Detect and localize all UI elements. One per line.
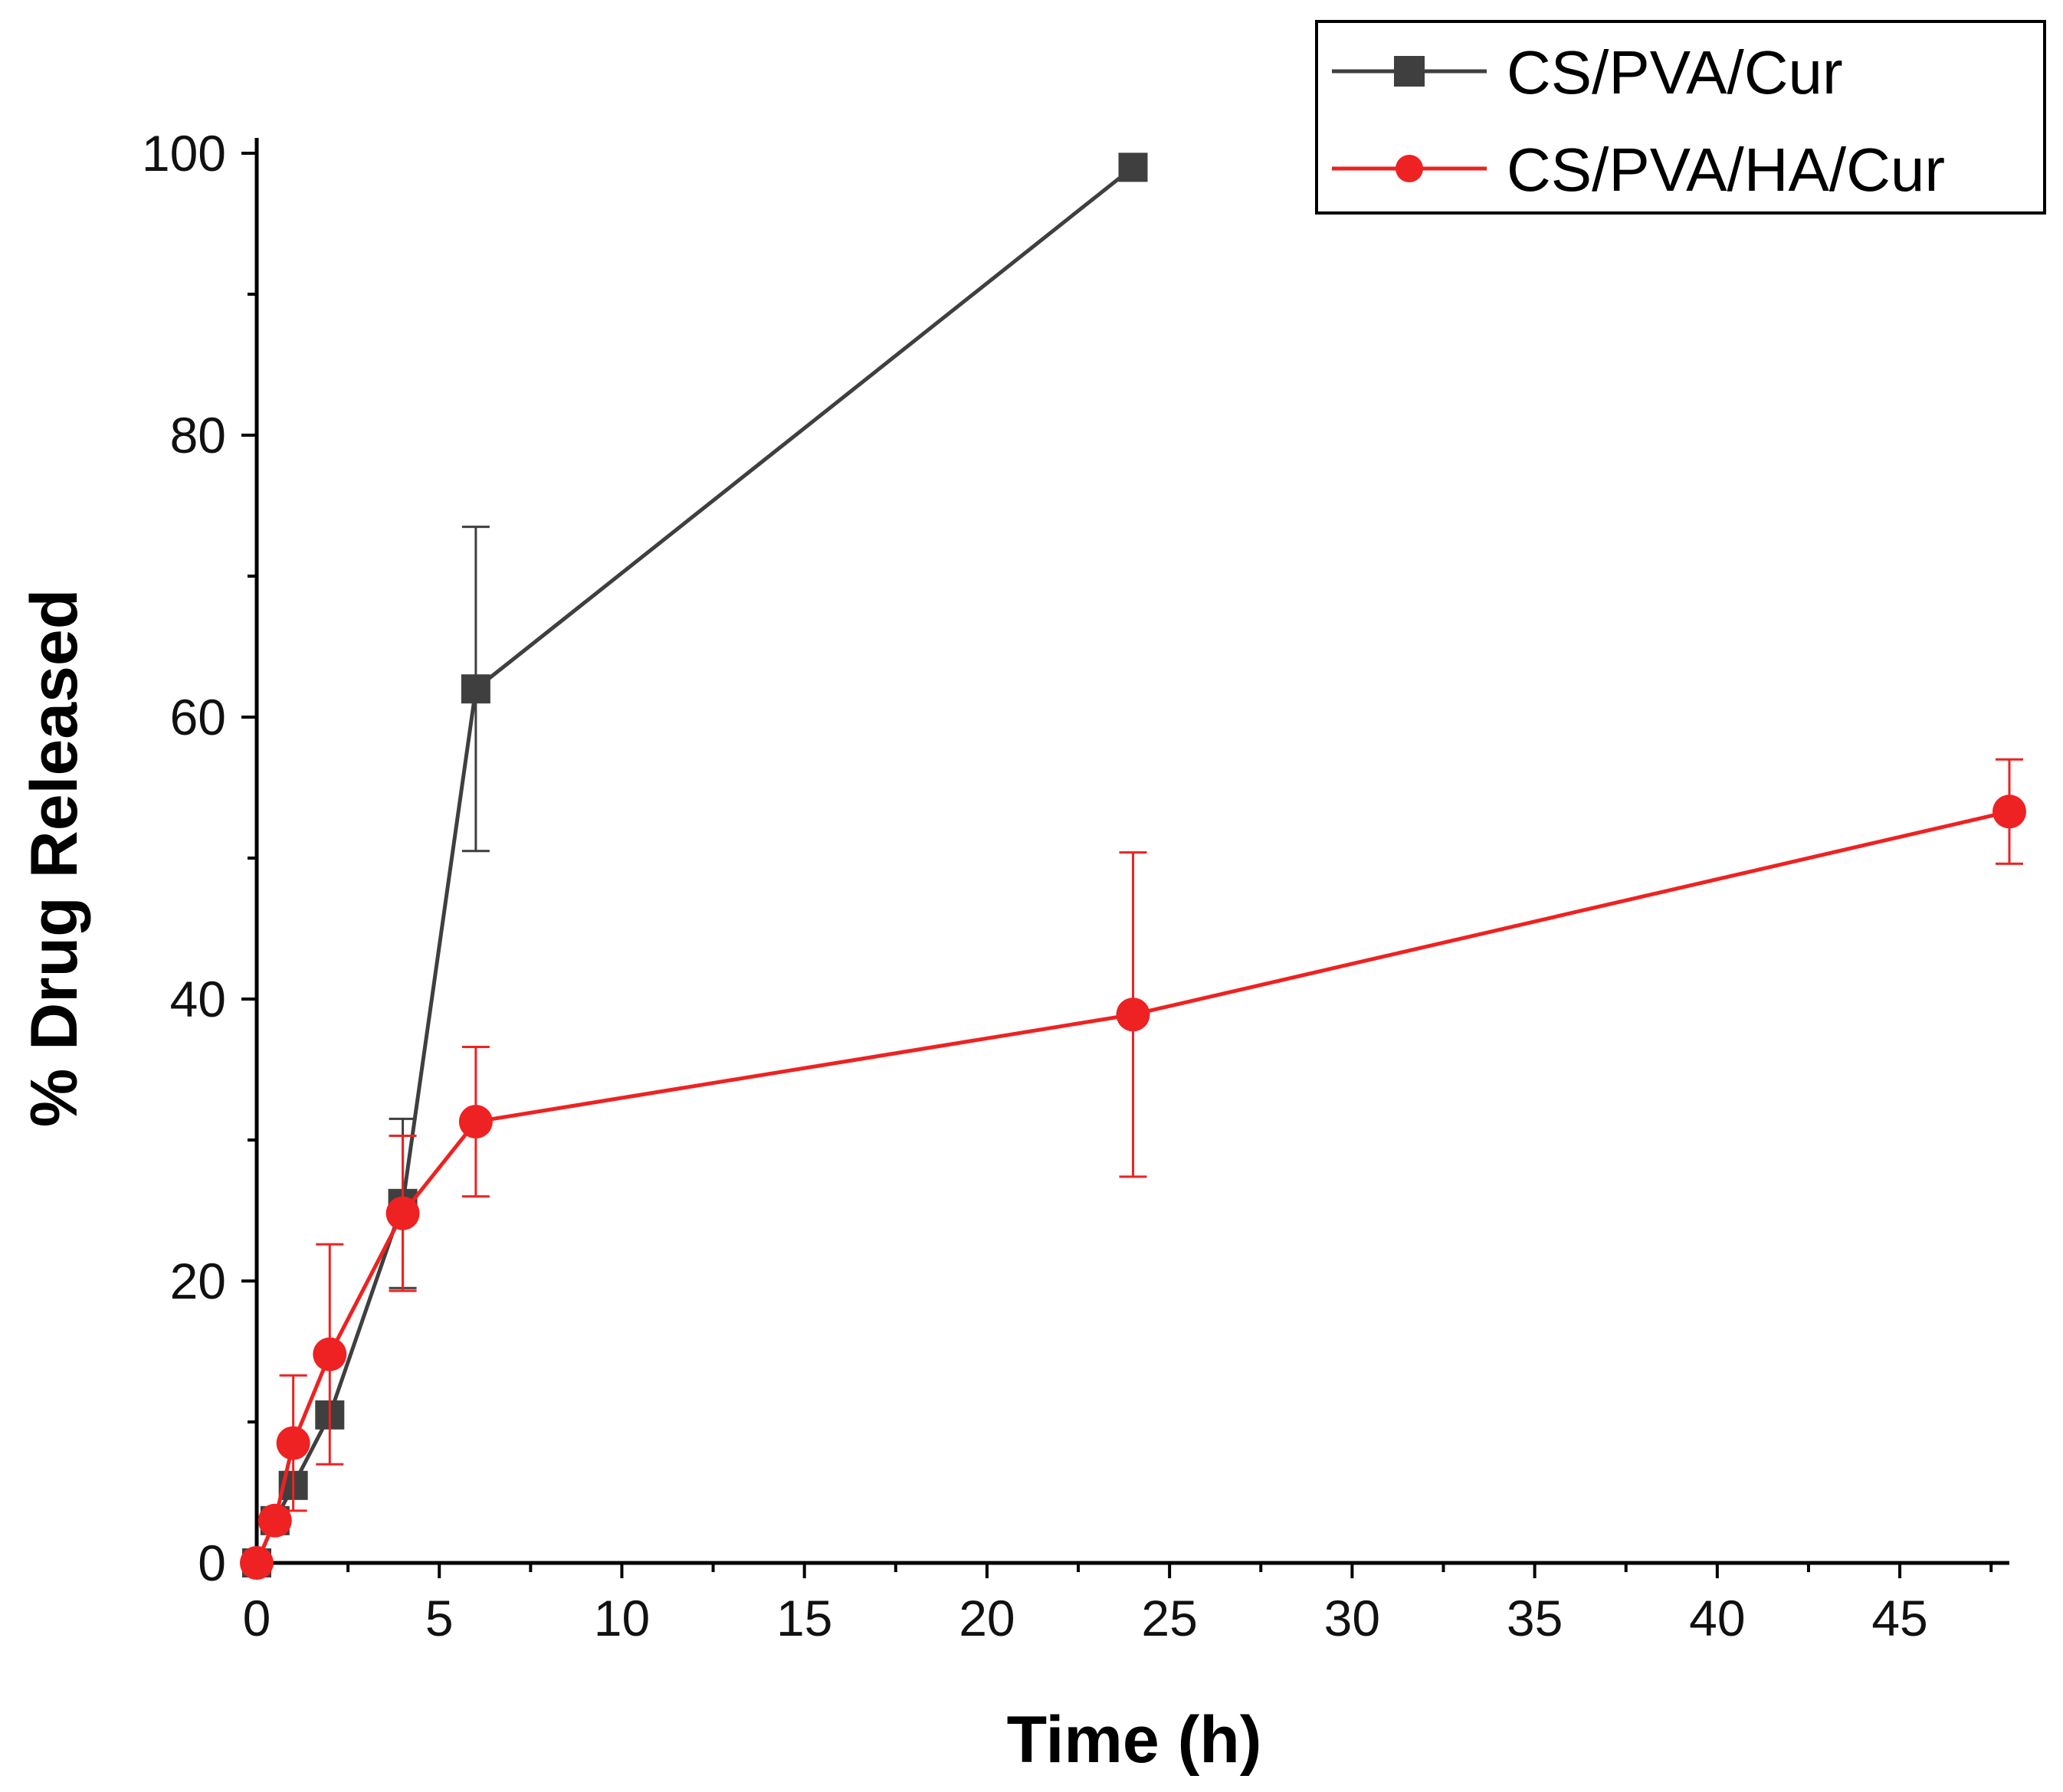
y-tick-label: 40 [170,971,226,1027]
x-axis: 0 5 10 15 20 25 30 35 40 45 [243,1563,1993,1646]
data-point [1118,152,1148,182]
y-axis: 0 20 40 60 80 100 [142,125,257,1591]
legend-marker [1394,56,1425,87]
data-point [257,1503,292,1538]
series-line [254,165,1135,1564]
x-tick-label: 15 [776,1590,832,1646]
y-tick-label: 20 [170,1253,226,1309]
x-tick-label: 5 [425,1590,454,1646]
x-tick-label: 30 [1324,1590,1380,1646]
x-tick-label: 0 [243,1590,271,1646]
series-layer [240,152,2026,1580]
x-tick-label: 10 [594,1590,650,1646]
data-point [313,1337,347,1371]
legend-label: CS/PVA/HA/Cur [1507,136,1945,204]
data-point [1116,998,1150,1032]
legend-marker [1396,155,1423,182]
data-point [461,674,490,704]
y-tick-label: 100 [142,125,226,182]
x-axis-title: Time (h) [1007,1703,1262,1777]
x-tick-label: 45 [1871,1590,1927,1646]
x-tick-label: 20 [959,1590,1015,1646]
data-point [385,1196,420,1230]
legend: CS/PVA/Cur CS/PVA/HA/Cur [1315,20,2046,215]
x-tick-label: 40 [1689,1590,1745,1646]
series-1 [240,758,2026,1580]
x-tick-label: 25 [1141,1590,1197,1646]
plot-frame [254,138,2009,1565]
data-point [1992,794,2026,829]
y-tick-label: 80 [170,407,226,464]
legend-label: CS/PVA/Cur [1507,38,1843,106]
series-0 [242,152,1148,1577]
y-tick-label: 60 [170,689,226,745]
data-point [276,1426,310,1460]
y-axis-title: % Drug Released [18,589,91,1128]
legend-box [1315,20,2046,215]
data-point [458,1105,493,1139]
data-point [240,1546,274,1580]
x-tick-label: 35 [1507,1590,1563,1646]
y-tick-label: 0 [198,1535,226,1591]
